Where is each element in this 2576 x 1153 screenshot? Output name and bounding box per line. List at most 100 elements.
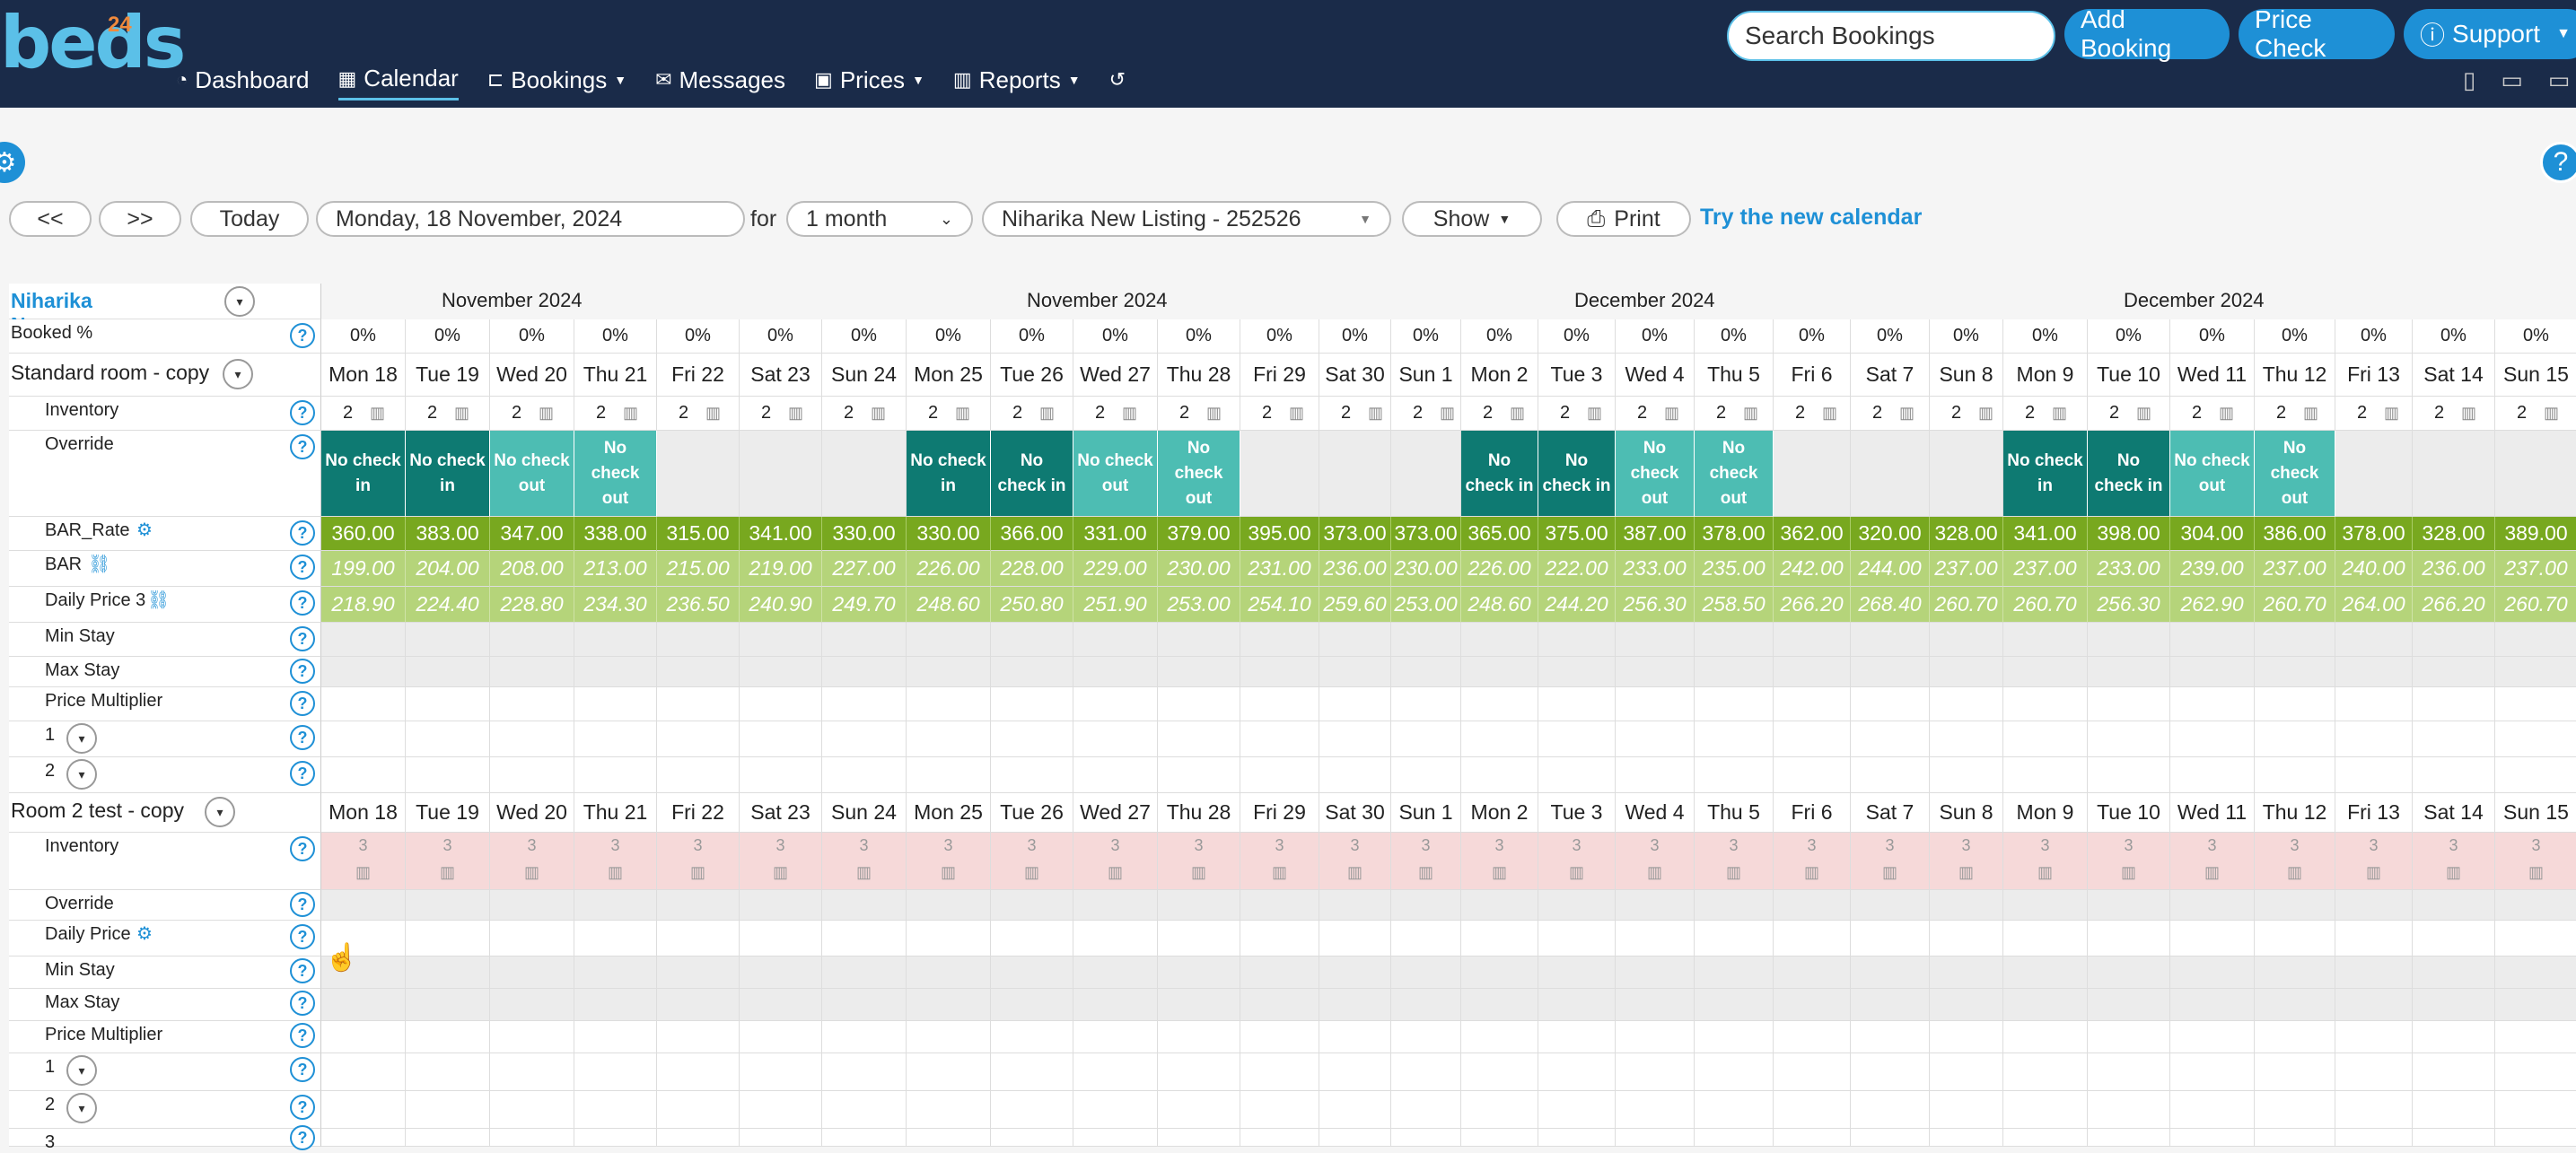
day-header-cell[interactable]: Sun 24 <box>822 793 907 833</box>
room1-bar-cell[interactable]: 230.00 <box>1391 551 1461 587</box>
room1-inventory-cell[interactable]: 2 <box>991 397 1073 431</box>
room1-daily-price3-cell[interactable]: 260.70 <box>2003 587 2088 623</box>
room1-daily-price3-cell[interactable]: 240.90 <box>740 587 822 623</box>
room2-inventory-cell[interactable]: 3 <box>740 833 822 890</box>
room1-bar-rate-cell[interactable]: 375.00 <box>1538 517 1616 551</box>
room1-override-cell[interactable]: No check in <box>406 431 490 517</box>
room1-bar-cell[interactable]: 237.00 <box>1930 551 2003 587</box>
room1-inventory-cell[interactable]: 2 <box>1538 397 1616 431</box>
dropdown-toggle-icon[interactable]: ▾ <box>205 797 235 827</box>
day-header-cell[interactable]: Tue 19 <box>406 354 490 397</box>
help-icon[interactable]: ? <box>290 725 315 750</box>
room1-bar-rate-cell[interactable]: 395.00 <box>1240 517 1319 551</box>
room1-bar-rate-cell[interactable]: 330.00 <box>822 517 907 551</box>
room2-inventory-cell[interactable]: 3 <box>822 833 907 890</box>
day-header-cell[interactable]: Tue 19 <box>406 793 490 833</box>
booked-percent-cell[interactable]: 0% <box>406 319 490 354</box>
room1-daily-price3-cell[interactable]: 260.70 <box>2495 587 2576 623</box>
booked-percent-cell[interactable]: 0% <box>2413 319 2495 354</box>
room1-bar-rate-cell[interactable]: 328.00 <box>1930 517 2003 551</box>
room1-daily-price3-cell[interactable]: 249.70 <box>822 587 907 623</box>
today-button[interactable]: Today <box>190 201 309 237</box>
beds24-logo[interactable]: beds <box>0 1 186 84</box>
room1-inventory-cell[interactable]: 2 <box>2088 397 2170 431</box>
room1-bar-rate-cell[interactable]: 341.00 <box>2003 517 2088 551</box>
room1-daily-price3-cell[interactable]: 244.20 <box>1538 587 1616 623</box>
room1-bar-cell[interactable]: 213.00 <box>574 551 657 587</box>
room1-bar-cell[interactable]: 208.00 <box>490 551 574 587</box>
room2-inventory-cell[interactable]: 3 <box>1851 833 1930 890</box>
room1-override-cell[interactable] <box>1774 431 1851 517</box>
room1-inventory-cell[interactable]: 2 <box>1319 397 1391 431</box>
room1-bar-cell[interactable]: 229.00 <box>1073 551 1158 587</box>
room1-bar-cell[interactable]: 240.00 <box>2335 551 2413 587</box>
room2-inventory-cell[interactable]: 3 <box>406 833 490 890</box>
dropdown-toggle-icon[interactable]: ▾ <box>66 759 97 790</box>
room1-bar-cell[interactable]: 199.00 <box>321 551 406 587</box>
room2-inventory-cell[interactable]: 3 <box>1461 833 1538 890</box>
room1-override-cell[interactable] <box>657 431 740 517</box>
day-header-cell[interactable]: Wed 20 <box>490 354 574 397</box>
help-icon[interactable]: ? <box>290 323 315 348</box>
booked-percent-cell[interactable]: 0% <box>2003 319 2088 354</box>
room1-bar-rate-cell[interactable]: 347.00 <box>490 517 574 551</box>
room1-override-cell[interactable]: No check in <box>1538 431 1616 517</box>
room2-name-text[interactable]: Room 2 test - copy <box>11 799 185 822</box>
room1-override-cell[interactable] <box>1240 431 1319 517</box>
room1-override-cell[interactable] <box>2495 431 2576 517</box>
settings-gear-icon[interactable]: ⚙ <box>0 142 25 183</box>
room1-inventory-cell[interactable]: 2 <box>1461 397 1538 431</box>
room2-inventory-cell[interactable]: 3 <box>1073 833 1158 890</box>
room1-bar-rate-cell[interactable]: 328.00 <box>2413 517 2495 551</box>
support-button[interactable]: ⓘ Support ▼ <box>2404 9 2576 59</box>
help-icon[interactable]: ? <box>290 520 315 546</box>
room1-daily-price3-cell[interactable]: 218.90 <box>321 587 406 623</box>
dropdown-toggle-icon[interactable]: ▾ <box>66 723 97 754</box>
day-header-cell[interactable]: Sun 8 <box>1930 793 2003 833</box>
help-icon[interactable]: ? <box>290 1057 315 1082</box>
nav-item-reports[interactable]: ▥ Reports ▼ <box>953 65 1081 100</box>
room1-bar-cell[interactable]: 230.00 <box>1158 551 1240 587</box>
room1-bar-rate-cell[interactable]: 379.00 <box>1158 517 1240 551</box>
day-header-cell[interactable]: Tue 26 <box>991 354 1073 397</box>
help-icon[interactable]: ? <box>290 991 315 1016</box>
room1-override-cell[interactable]: No check in <box>321 431 406 517</box>
day-header-cell[interactable]: Sat 14 <box>2413 354 2495 397</box>
room1-daily-price3-cell[interactable]: 234.30 <box>574 587 657 623</box>
day-header-cell[interactable]: Sun 15 <box>2495 354 2576 397</box>
day-header-cell[interactable]: Mon 9 <box>2003 354 2088 397</box>
prev-button[interactable]: << <box>9 201 92 237</box>
room1-bar-rate-cell[interactable]: 389.00 <box>2495 517 2576 551</box>
room1-bar-cell[interactable]: 235.00 <box>1695 551 1774 587</box>
room1-override-cell[interactable]: No check out <box>1616 431 1695 517</box>
help-icon[interactable]: ? <box>290 1125 315 1150</box>
room1-daily-price3-cell[interactable]: 224.40 <box>406 587 490 623</box>
room1-bar-rate-cell[interactable]: 373.00 <box>1391 517 1461 551</box>
room1-inventory-cell[interactable]: 2 <box>2003 397 2088 431</box>
room1-bar-cell[interactable]: 222.00 <box>1538 551 1616 587</box>
room1-override-cell[interactable]: No check in <box>991 431 1073 517</box>
day-header-cell[interactable]: Tue 26 <box>991 793 1073 833</box>
nav-item-dashboard[interactable]: ◔ Dashboard <box>176 65 310 100</box>
room1-bar-cell[interactable]: 226.00 <box>907 551 991 587</box>
room1-daily-price3-cell[interactable]: 262.90 <box>2170 587 2255 623</box>
day-header-cell[interactable]: Wed 4 <box>1616 793 1695 833</box>
room1-override-cell[interactable]: No check out <box>1073 431 1158 517</box>
day-header-cell[interactable]: Sat 14 <box>2413 793 2495 833</box>
room2-inventory-cell[interactable]: 3 <box>1695 833 1774 890</box>
room2-inventory-cell[interactable]: 3 <box>657 833 740 890</box>
day-header-cell[interactable]: Thu 28 <box>1158 793 1240 833</box>
room2-inventory-cell[interactable]: 3 <box>2335 833 2413 890</box>
property-select[interactable]: Niharika New Listing - 252526 ▼ <box>982 201 1391 237</box>
day-header-cell[interactable]: Tue 10 <box>2088 354 2170 397</box>
room1-daily-price3-cell[interactable]: 248.60 <box>907 587 991 623</box>
booked-percent-cell[interactable]: 0% <box>1319 319 1391 354</box>
room1-bar-cell[interactable]: 215.00 <box>657 551 740 587</box>
booked-percent-cell[interactable]: 0% <box>321 319 406 354</box>
help-icon[interactable]: ? <box>290 434 315 459</box>
room1-inventory-cell[interactable]: 2 <box>490 397 574 431</box>
room1-override-cell[interactable] <box>2335 431 2413 517</box>
property-dropdown-icon[interactable]: ▾ <box>224 286 255 317</box>
booked-percent-cell[interactable]: 0% <box>657 319 740 354</box>
help-icon[interactable]: ? <box>290 691 315 716</box>
